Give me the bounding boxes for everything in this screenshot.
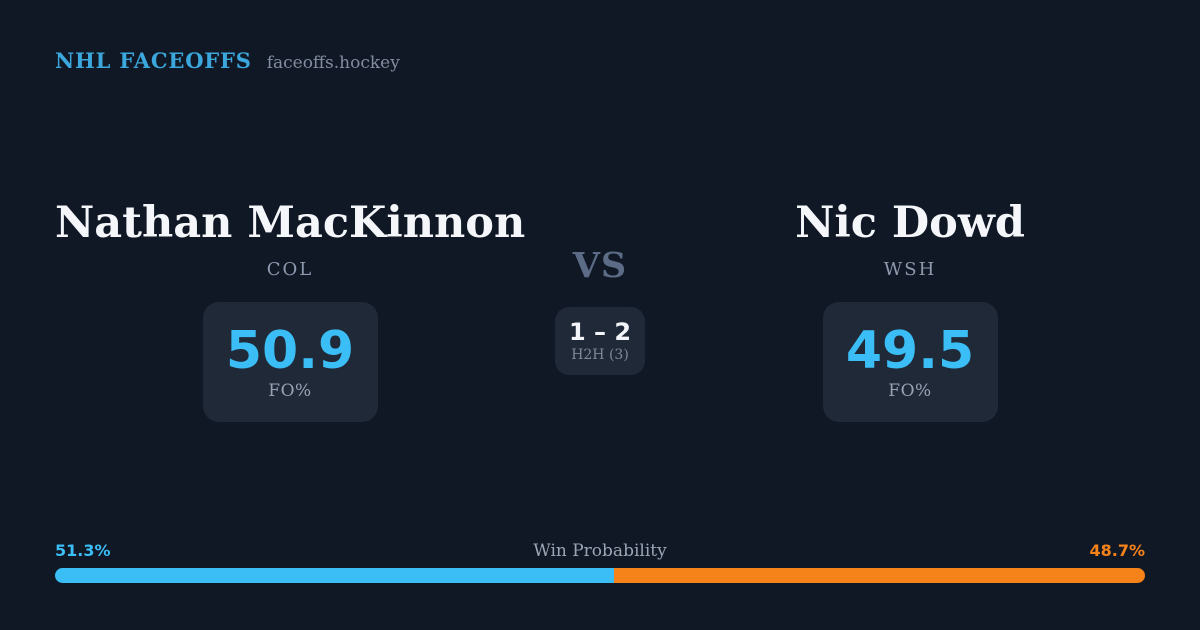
brand-title: NHL FACEOFFS	[55, 48, 252, 73]
vs-column: VS 1 – 2 H2H (3)	[520, 248, 680, 375]
win-probability-right-pct: 48.7%	[1089, 541, 1145, 560]
stat-card-left: 50.9 FO%	[202, 302, 378, 423]
player-name-right: Nic Dowd	[795, 198, 1025, 248]
team-abbr-left: COL	[266, 259, 314, 281]
stat-label-right: FO%	[888, 381, 932, 402]
site-url: faceoffs.hockey	[266, 53, 400, 73]
stat-card-right: 49.5 FO%	[822, 302, 998, 423]
win-probability-labels: 51.3% Win Probability 48.7%	[55, 541, 1145, 563]
stat-label-left: FO%	[268, 381, 312, 402]
win-probability-left-pct: 51.3%	[55, 541, 111, 560]
win-probability-bar-left-segment	[55, 568, 615, 583]
stat-value-right: 49.5	[845, 321, 975, 382]
h2h-label: H2H (3)	[571, 347, 629, 364]
player-column-left: Nathan MacKinnon COL 50.9 FO%	[55, 198, 526, 423]
win-probability-bar-right-segment	[614, 568, 1145, 583]
header: NHL FACEOFFS faceoffs.hockey	[55, 48, 400, 73]
player-column-right: Nic Dowd WSH 49.5 FO%	[675, 198, 1145, 423]
team-abbr-right: WSH	[883, 259, 937, 281]
stat-value-left: 50.9	[225, 321, 355, 382]
h2h-card: 1 – 2 H2H (3)	[555, 307, 645, 375]
win-probability-title: Win Probability	[533, 541, 667, 561]
h2h-score: 1 – 2	[568, 317, 632, 346]
win-probability-bar	[55, 568, 1145, 583]
vs-label: VS	[572, 245, 628, 286]
player-name-left: Nathan MacKinnon	[55, 198, 526, 248]
